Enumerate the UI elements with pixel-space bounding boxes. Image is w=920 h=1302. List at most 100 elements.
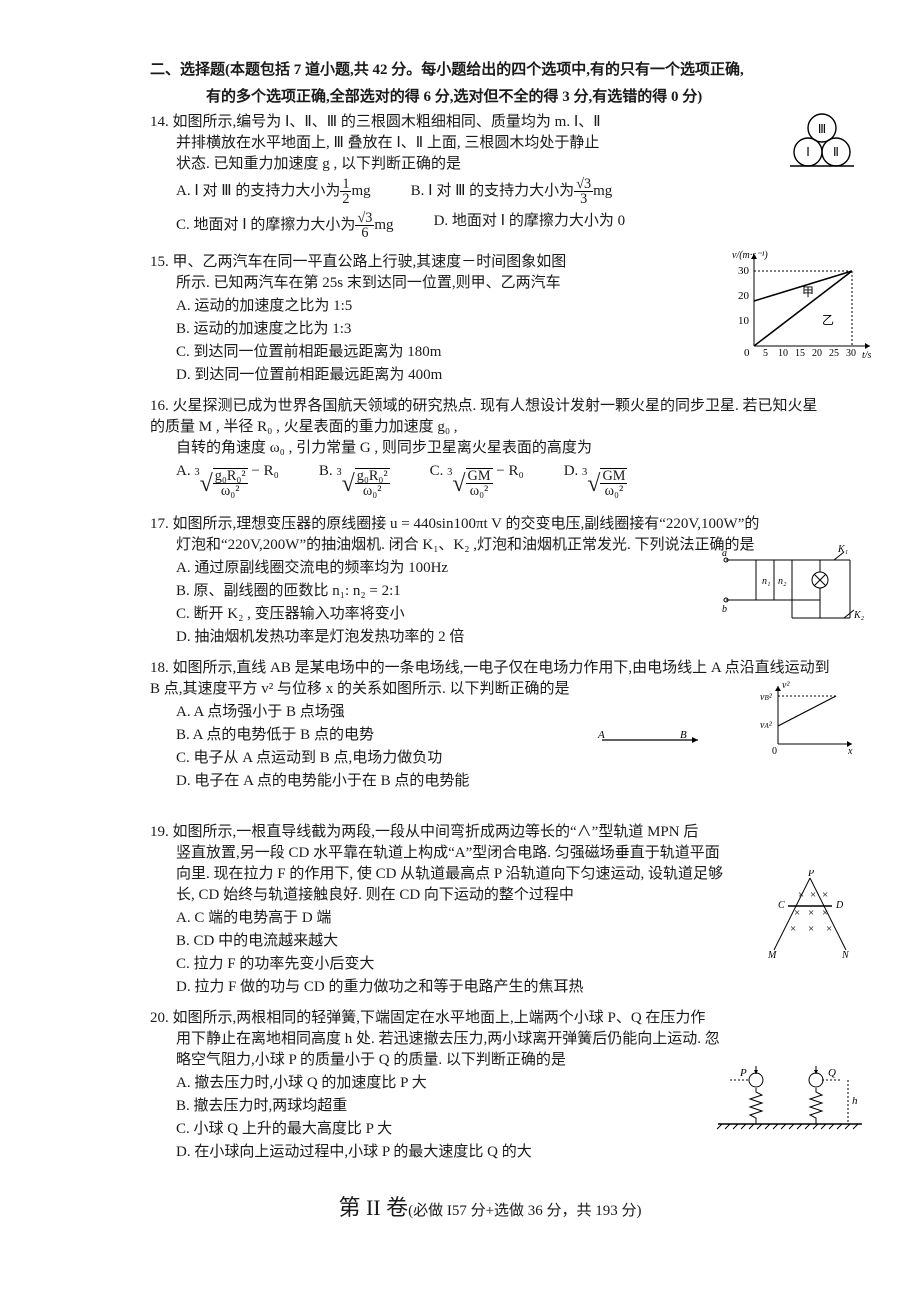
q14-number: 14. <box>150 114 169 130</box>
svg-text:乙: 乙 <box>822 313 834 327</box>
question-17: n₁ n₂ a b K₁ K₂ 17. 如图所示,理想变压器的原线圈接 u = … <box>150 514 830 648</box>
svg-text:25: 25 <box>829 348 839 359</box>
svg-text:×: × <box>798 889 804 901</box>
q20-optD: D. 在小球向上运动过程中,小球 P 的最大速度比 Q 的大 <box>150 1142 830 1163</box>
q18-number: 18. <box>150 660 169 676</box>
svg-text:n₂: n₂ <box>778 576 787 587</box>
svg-text:30: 30 <box>846 348 856 359</box>
svg-text:vA²: vA² <box>760 720 773 731</box>
q15-line1: 甲、乙两汽车在同一平直公路上行驶,其速度－时间图象如图 <box>173 254 567 270</box>
section-subheader: 有的多个选项正确,全部选对的得 6 分,选对但不全的得 3 分,有选错的得 0 … <box>150 87 830 108</box>
q16-line2: 自转的角速度 ω₀ , 引力常量 G , 则同步卫星离火星表面的高度为 <box>150 438 830 459</box>
q19-optA: A. C 端的电势高于 D 端 <box>150 908 830 929</box>
q14-optD: D. 地面对 Ⅰ 的摩擦力大小为 0 <box>434 211 626 241</box>
q14-line3: 状态. 已知重力加速度 g , 以下判断正确的是 <box>150 154 830 175</box>
q16-line1: 火星探测已成为世界各国航天领域的研究热点. 现有人想设计发射一颗火星的同步卫星.… <box>150 398 818 435</box>
q18-figure-line: A B <box>590 726 710 754</box>
svg-text:v/(m·s⁻¹): v/(m·s⁻¹) <box>732 250 768 261</box>
svg-text:5: 5 <box>763 348 768 359</box>
svg-text:vB²: vB² <box>760 692 773 703</box>
q17-figure: n₁ n₂ a b K₁ K₂ <box>720 538 870 634</box>
q17-line1: 如图所示,理想变压器的原线圈接 u = 440sin100πt V 的交变电压,… <box>173 516 760 532</box>
q15-optA: A. 运动的加速度之比为 1:5 <box>150 296 830 317</box>
svg-text:A: A <box>597 729 605 741</box>
q15-optD: D. 到达同一位置前相距最远距离为 400m <box>150 365 830 386</box>
q15-optC: C. 到达同一位置前相距最远距离为 180m <box>150 342 830 363</box>
svg-text:甲: 甲 <box>802 285 814 299</box>
svg-text:×: × <box>822 907 828 919</box>
q19-optC: C. 拉力 F 的功率先变小后变大 <box>150 954 830 975</box>
question-20: P Q h 20. 如图所示,两根相同的轻弹簧,下端固定在水平地面上,上端两个小… <box>150 1008 830 1163</box>
svg-text:30: 30 <box>738 265 750 277</box>
q19-optD: D. 拉力 F 做的功与 CD 的重力做功之和等于电路产生的焦耳热 <box>150 977 830 998</box>
svg-text:Ⅱ: Ⅱ <box>833 145 839 159</box>
q18-optC: C. 电子从 A 点运动到 B 点,电场力做负功 <box>150 748 830 769</box>
svg-text:t/s: t/s <box>862 350 872 361</box>
q20-line1: 如图所示,两根相同的轻弹簧,下端固定在水平地面上,上端两个小球 P、Q 在压力作 <box>173 1010 706 1026</box>
q14-optA: A. Ⅰ 对 Ⅲ 的支持力大小为12mg <box>176 177 371 207</box>
question-14: Ⅲ Ⅰ Ⅱ 14. 如图所示,编号为 Ⅰ、Ⅱ、Ⅲ 的三根圆木粗细相同、质量均为 … <box>150 112 830 242</box>
svg-text:10: 10 <box>778 348 788 359</box>
q14-optB: B. Ⅰ 对 Ⅲ 的支持力大小为√33mg <box>411 177 613 207</box>
svg-text:P: P <box>739 1067 747 1079</box>
svg-text:n₁: n₁ <box>762 576 770 587</box>
q19-line2: 竖直放置,另一段 CD 水平靠在轨道上构成“A”型闭合电路. 匀强磁场垂直于轨道… <box>150 843 830 864</box>
q15-number: 15. <box>150 254 169 270</box>
svg-text:×: × <box>822 889 828 901</box>
svg-text:P: P <box>807 870 814 879</box>
svg-text:20: 20 <box>738 290 750 302</box>
question-16: 16. 火星探测已成为世界各国航天领域的研究热点. 现有人想设计发射一颗火星的同… <box>150 396 830 504</box>
question-19: P C D M N ××× ××× ××× 19. 如图所示,一根直导线截为两段… <box>150 822 830 998</box>
q14-line2: 并排横放在水平地面上, Ⅲ 叠放在 Ⅰ、Ⅱ 上面, 三根圆木均处于静止 <box>150 133 830 154</box>
svg-text:K₂: K₂ <box>853 610 865 621</box>
q16-optA: A. 3√g₀R₀²ω₀² − R₀ <box>176 461 279 502</box>
q16-optB: B. 3√g₀R₀²ω₀² <box>319 461 390 502</box>
svg-text:×: × <box>808 907 814 919</box>
svg-text:x: x <box>847 746 853 757</box>
svg-text:×: × <box>808 923 814 935</box>
svg-text:a: a <box>722 548 727 559</box>
svg-text:v²: v² <box>782 680 790 691</box>
q19-line1: 如图所示,一根直导线截为两段,一段从中间弯折成两边等长的“∧”型轨道 MPN 后 <box>173 824 699 840</box>
question-18: A B v² vB² vA² 0 x 18. 如图所示,直线 AB 是某电场中的… <box>150 658 830 792</box>
svg-text:B: B <box>680 729 687 741</box>
svg-text:C: C <box>778 900 785 911</box>
svg-text:N: N <box>841 950 850 960</box>
svg-text:Ⅲ: Ⅲ <box>818 122 826 136</box>
footer-title: 第 II 卷(必做 I57 分+选做 36 分，共 193 分) <box>150 1193 830 1224</box>
q20-number: 20. <box>150 1010 169 1026</box>
svg-text:h: h <box>852 1095 858 1107</box>
q17-number: 17. <box>150 516 169 532</box>
q16-optD: D. 3√GMω₀² <box>564 461 628 502</box>
q14-figure: Ⅲ Ⅰ Ⅱ <box>782 108 870 168</box>
q15-line2: 所示. 已知两汽车在第 25s 末到达同一位置,则甲、乙两汽车 <box>150 273 830 294</box>
svg-text:×: × <box>826 923 832 935</box>
svg-text:M: M <box>767 950 777 960</box>
q18-optB: B. A 点的电势低于 B 点的电势 <box>150 725 830 746</box>
q14-optC: C. 地面对 Ⅰ 的摩擦力大小为√36mg <box>176 211 394 241</box>
svg-text:0: 0 <box>772 746 777 757</box>
svg-text:Ⅰ: Ⅰ <box>806 145 810 159</box>
svg-text:D: D <box>835 900 844 911</box>
q18-figure-graph: v² vB² vA² 0 x <box>760 678 860 758</box>
q19-optB: B. CD 中的电流越来越大 <box>150 931 830 952</box>
svg-text:10: 10 <box>738 315 750 327</box>
svg-text:×: × <box>790 923 796 935</box>
svg-text:15: 15 <box>795 348 805 359</box>
svg-text:×: × <box>794 907 800 919</box>
q18-optD: D. 电子在 A 点的电势能小于在 B 点的电势能 <box>150 771 830 792</box>
q20-figure: P Q h <box>710 1054 870 1134</box>
q15-figure: 甲 乙 30 20 10 0 5 10 15 20 25 30 t/s v/(m… <box>730 246 880 366</box>
q19-number: 19. <box>150 824 169 840</box>
section-header: 二、选择题(本题包括 7 道小题,共 42 分。每小题给出的四个选项中,有的只有… <box>150 60 830 81</box>
svg-text:×: × <box>810 889 816 901</box>
svg-text:b: b <box>722 604 727 615</box>
q16-optC: C. 3√GMω₀² − R₀ <box>430 461 524 502</box>
q19-figure: P C D M N × × × × × × × × × <box>760 870 860 960</box>
q19-line4: 长, CD 始终与轨道接触良好. 则在 CD 向下运动的整个过程中 <box>150 885 830 906</box>
q20-line2: 用下静止在离地相同高度 h 处. 若迅速撤去压力,两小球离开弹簧后仍能向上运动.… <box>150 1029 830 1050</box>
q15-optB: B. 运动的加速度之比为 1:3 <box>150 319 830 340</box>
q18-line1: 如图所示,直线 AB 是某电场中的一条电场线,一电子仅在电场力作用下,由电场线上… <box>150 660 830 697</box>
q16-number: 16. <box>150 398 169 414</box>
svg-text:20: 20 <box>812 348 822 359</box>
